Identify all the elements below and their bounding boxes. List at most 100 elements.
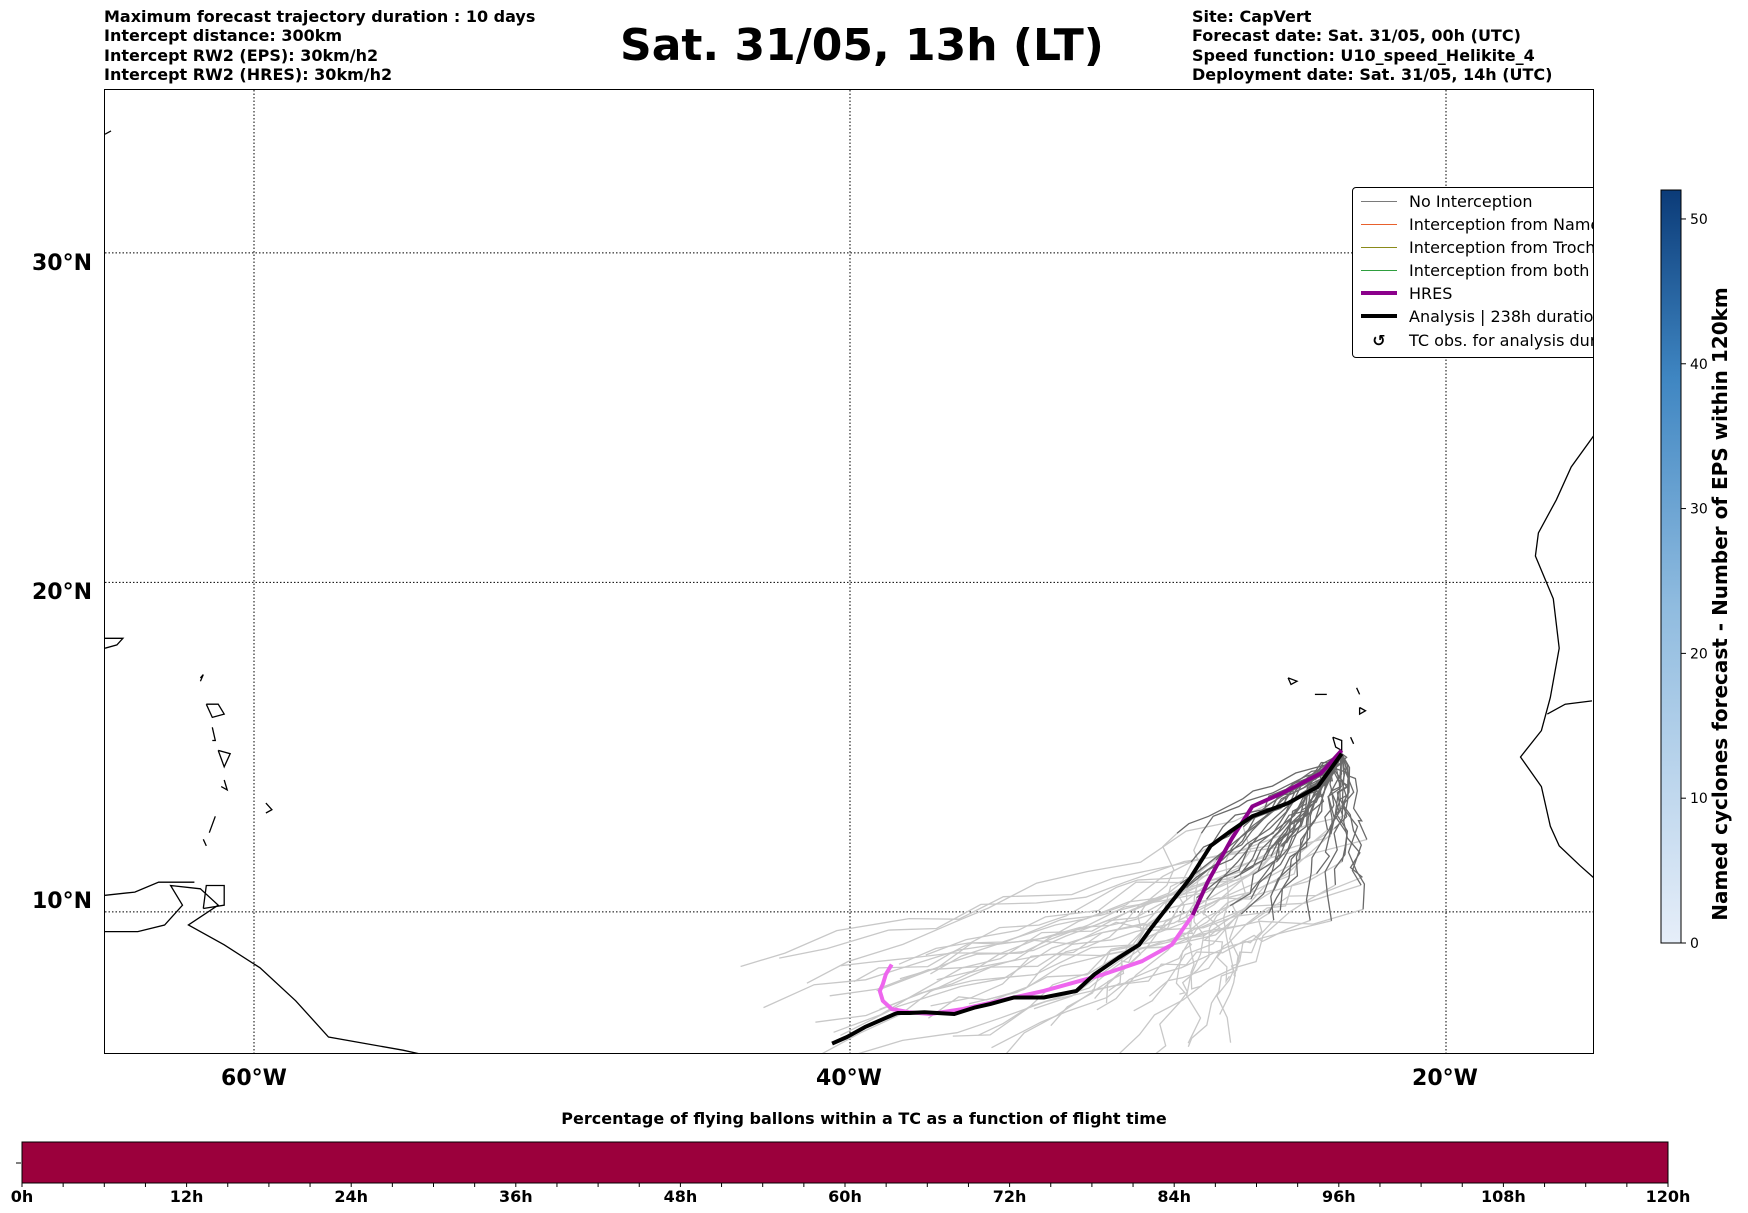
lon-label-60w: 60°W: [221, 1066, 287, 1091]
legend-label: Interception from both: [1409, 260, 1590, 280]
coastline-west-africa: [1519, 435, 1593, 878]
flight-time-tick-label: 60h: [828, 1187, 862, 1206]
colorbar-label: Named cyclones forecast - Number of EPS …: [1708, 287, 1732, 921]
island-st-lucia: [220, 779, 229, 792]
param-line: Intercept RW2 (HRES): 30km/h2: [104, 64, 393, 84]
legend-item-named-cyclone: Interception from Named cyclone: [1361, 213, 1593, 235]
island-martinique: [217, 749, 232, 769]
colorbar-gradient: [1660, 189, 1682, 944]
ensemble-track-early: [1209, 753, 1343, 847]
ensemble-track-late: [925, 815, 1344, 956]
island-grenadines: [208, 816, 216, 833]
site-line: Forecast date: Sat. 31/05, 00h (UTC): [1192, 26, 1521, 46]
colorbar-tick-label: 0: [1690, 936, 1699, 948]
lon-label-20w: 20°W: [1412, 1066, 1478, 1091]
legend-item-trochoid: Interception from Trochoid: [1361, 236, 1593, 258]
trinidad-outline: [202, 884, 225, 910]
run-parameters: Maximum forecast trajectory duration : 1…: [104, 7, 535, 84]
island-grenada: [202, 839, 207, 847]
flight-time-tick-label: 96h: [1321, 1187, 1356, 1206]
ensemble-track-late: [1216, 849, 1235, 1043]
coastline-senegal-river: [1546, 700, 1593, 715]
colorbar-ticks: 0 10 20 30 40 50: [1681, 212, 1708, 948]
flight-time-tick-label: 12h: [169, 1187, 204, 1206]
legend-label: Interception from Named cyclone: [1409, 214, 1593, 234]
island-guadeloupe: [205, 703, 226, 719]
island-santiago: [1332, 736, 1343, 752]
site-info: Site: CapVert Forecast date: Sat. 31/05,…: [1192, 7, 1552, 84]
param-line: Intercept RW2 (EPS): 30km/h2: [104, 45, 379, 65]
ensemble-track-early: [1305, 753, 1343, 921]
colorbar-tick-label: 50: [1690, 212, 1708, 228]
ensemble-track-early: [1179, 753, 1343, 885]
legend-label: HRES: [1409, 283, 1453, 303]
site-line: Speed function: U10_speed_Helikite_4: [1192, 45, 1535, 65]
island-bermuda: [105, 130, 112, 135]
ensemble-track-late: [815, 884, 1362, 1023]
ensemble-track-late: [1108, 832, 1178, 992]
island-dominica: [211, 727, 217, 742]
lat-label-20n: 20°N: [32, 580, 93, 605]
island-antigua: [199, 674, 204, 682]
lat-label-30n: 30°N: [32, 251, 93, 276]
legend-item-tc-obs: ↺ TC obs. for analysis duration: [1361, 329, 1593, 351]
legend-label: No Interception: [1409, 191, 1533, 211]
forecast-title: Sat. 31/05, 13h (LT): [620, 20, 1104, 71]
flight-time-bar-title: Percentage of flying ballons within a TC…: [561, 1109, 1167, 1128]
colorbar-tick-label: 10: [1690, 791, 1708, 807]
legend-label: TC obs. for analysis duration: [1409, 330, 1593, 350]
map-legend: No Interception Interception from Named …: [1352, 187, 1593, 358]
param-line: Maximum forecast trajectory duration : 1…: [104, 7, 536, 26]
flight-time-tick-label: 84h: [1157, 1187, 1192, 1206]
ensemble-track-late: [879, 891, 1251, 1010]
flight-time-ticks: [21, 1183, 1669, 1187]
legend-line-icon: [1361, 200, 1397, 202]
flight-time-tick-label: 48h: [663, 1187, 698, 1206]
ensemble-track-late: [763, 870, 1243, 1009]
ensemble-track-late: [1175, 897, 1198, 995]
flight-time-bar: [16, 1141, 1669, 1187]
ensemble-track-late: [1091, 919, 1311, 991]
flight-time-tick-label: 0h: [10, 1187, 34, 1206]
ensemble-track-late: [1155, 905, 1231, 1053]
cyclone-symbol-icon: ↺: [1372, 330, 1386, 350]
ensemble-track-late: [1133, 829, 1328, 1012]
ensemble-track-late: [1187, 919, 1275, 1047]
map-canvas: [105, 90, 1593, 1053]
flight-time-tick-label: 72h: [992, 1187, 1027, 1206]
flight-time-tick-label: 120h: [1645, 1187, 1691, 1206]
legend-line-icon: [1361, 246, 1397, 248]
ensemble-track-early: [1324, 753, 1345, 921]
coastline-venezuela: [105, 881, 195, 896]
ensemble-tracks-late: [740, 800, 1368, 1053]
island-santo-antao: [1287, 677, 1299, 686]
colorbar-tick-label: 30: [1690, 502, 1708, 518]
ensemble-track-late: [930, 836, 1330, 975]
hres-track: [1190, 749, 1344, 916]
lon-label-40w: 40°W: [816, 1066, 882, 1091]
ensemble-track-late: [978, 874, 1241, 1036]
legend-item-analysis: Analysis | 238h duration: [1361, 305, 1593, 327]
ensemble-track-early: [1340, 753, 1366, 910]
site-line: Site: CapVert: [1192, 7, 1312, 26]
ensemble-track-late: [853, 855, 1220, 983]
ensemble-track-early: [1341, 753, 1368, 840]
trajectory-map[interactable]: No Interception Interception from Named …: [104, 89, 1594, 1054]
ensemble-track-late: [806, 800, 1276, 984]
lat-label-10n: 10°N: [32, 889, 93, 914]
legend-line-icon: [1361, 291, 1397, 295]
ensemble-track-late: [1094, 845, 1211, 1000]
coastline-south-america: [105, 884, 419, 1053]
legend-label: Interception from Trochoid: [1409, 237, 1593, 257]
site-line: Deployment date: Sat. 31/05, 14h (UTC): [1192, 64, 1553, 84]
legend-item-no-interception: No Interception: [1361, 190, 1533, 212]
flight-time-bar-fill: [21, 1141, 1669, 1184]
ensemble-track-late: [1006, 845, 1281, 1053]
island-maio: [1350, 736, 1355, 745]
ensemble-track-early: [1333, 753, 1349, 885]
colorbar-tick-label: 20: [1690, 646, 1708, 662]
legend-line-icon: [1361, 269, 1397, 271]
cyclone-count-colorbar: 0 10 20 30 40 50: [1660, 189, 1708, 948]
colorbar-tick-label: 40: [1690, 357, 1708, 373]
flight-time-tick-label: 108h: [1480, 1187, 1526, 1206]
